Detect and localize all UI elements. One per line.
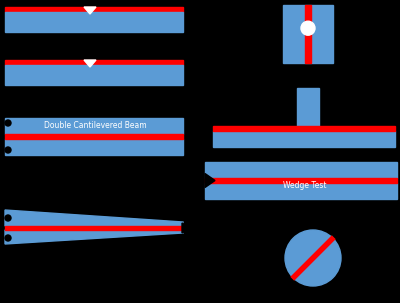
Text: Double Cantilevered Beam: Double Cantilevered Beam — [44, 122, 146, 131]
Bar — [297, 88, 319, 126]
Polygon shape — [84, 60, 96, 67]
Circle shape — [5, 147, 11, 153]
Polygon shape — [5, 230, 183, 244]
Polygon shape — [182, 223, 191, 233]
Bar — [213, 131, 395, 147]
Bar — [5, 134, 183, 139]
Circle shape — [5, 215, 11, 221]
Polygon shape — [5, 210, 183, 226]
Bar — [5, 139, 183, 155]
Bar — [205, 178, 397, 183]
Bar — [5, 12, 183, 32]
Circle shape — [301, 21, 315, 35]
Bar — [5, 60, 183, 65]
Text: Wedge Test: Wedge Test — [283, 181, 327, 189]
Bar — [5, 7, 183, 12]
Polygon shape — [205, 174, 215, 188]
Bar — [5, 118, 183, 134]
Circle shape — [5, 120, 11, 126]
Bar — [283, 5, 333, 63]
Bar — [305, 5, 311, 63]
Circle shape — [5, 235, 11, 241]
Circle shape — [285, 230, 341, 286]
Bar — [213, 126, 395, 131]
Bar — [205, 183, 397, 199]
Bar — [5, 65, 183, 85]
Polygon shape — [84, 7, 96, 14]
Bar — [5, 226, 183, 230]
Bar — [205, 162, 397, 178]
